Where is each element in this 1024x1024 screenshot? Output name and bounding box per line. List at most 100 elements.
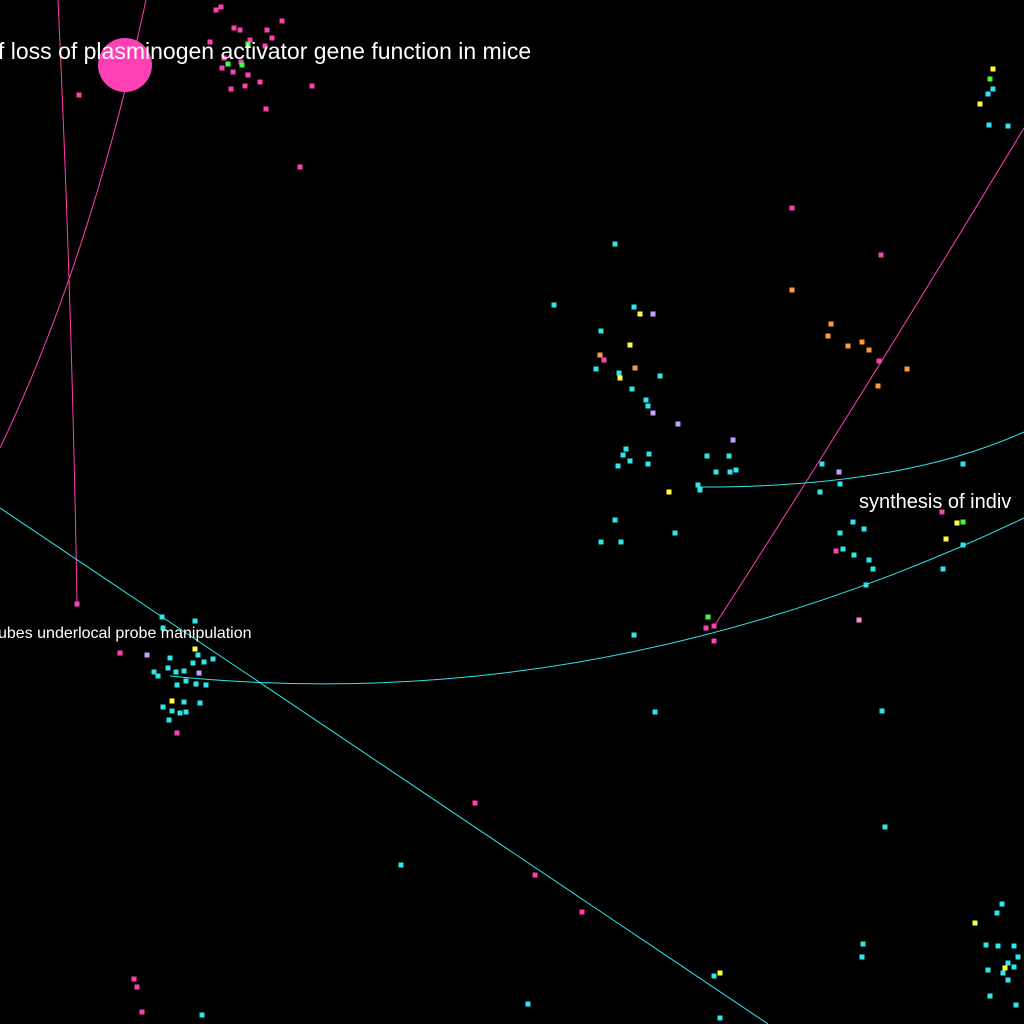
node-cyan[interactable] bbox=[882, 824, 888, 830]
node-magenta[interactable] bbox=[789, 205, 795, 211]
node-magenta[interactable] bbox=[245, 72, 251, 78]
node-orange[interactable] bbox=[825, 333, 831, 339]
node-cyan[interactable] bbox=[181, 699, 187, 705]
node-yellow[interactable] bbox=[990, 66, 996, 72]
node-pink[interactable] bbox=[856, 617, 862, 623]
node-cyan[interactable] bbox=[850, 519, 856, 525]
node-cyan[interactable] bbox=[994, 910, 1000, 916]
node-cyan[interactable] bbox=[183, 678, 189, 684]
node-cyan[interactable] bbox=[1015, 954, 1021, 960]
node-magenta[interactable] bbox=[579, 909, 585, 915]
node-cyan[interactable] bbox=[193, 681, 199, 687]
node-cyan[interactable] bbox=[1000, 970, 1006, 976]
node-orange[interactable] bbox=[875, 383, 881, 389]
node-cyan[interactable] bbox=[183, 709, 189, 715]
node-cyan[interactable] bbox=[717, 1015, 723, 1021]
node-magenta[interactable] bbox=[297, 164, 303, 170]
node-cyan[interactable] bbox=[985, 91, 991, 97]
node-yellow[interactable] bbox=[169, 698, 175, 704]
node-cyan[interactable] bbox=[990, 86, 996, 92]
node-cyan[interactable] bbox=[197, 700, 203, 706]
node-cyan[interactable] bbox=[983, 942, 989, 948]
node-yellow[interactable] bbox=[943, 536, 949, 542]
node-cyan[interactable] bbox=[819, 461, 825, 467]
node-cyan[interactable] bbox=[672, 530, 678, 536]
node-cyan[interactable] bbox=[593, 366, 599, 372]
node-cyan[interactable] bbox=[598, 328, 604, 334]
node-cyan[interactable] bbox=[851, 552, 857, 558]
node-cyan[interactable] bbox=[167, 655, 173, 661]
node-yellow[interactable] bbox=[637, 311, 643, 317]
node-cyan[interactable] bbox=[657, 373, 663, 379]
node-cyan[interactable] bbox=[1011, 964, 1017, 970]
node-yellow[interactable] bbox=[717, 970, 723, 976]
node-cyan[interactable] bbox=[837, 530, 843, 536]
node-yellow[interactable] bbox=[666, 489, 672, 495]
node-magenta[interactable] bbox=[230, 69, 236, 75]
node-green[interactable] bbox=[960, 519, 966, 525]
node-yellow[interactable] bbox=[1002, 965, 1008, 971]
node-lavender[interactable] bbox=[675, 421, 681, 427]
node-orange[interactable] bbox=[859, 339, 865, 345]
node-magenta[interactable] bbox=[231, 25, 237, 31]
node-orange[interactable] bbox=[597, 352, 603, 358]
node-cyan[interactable] bbox=[616, 370, 622, 376]
node-magenta[interactable] bbox=[219, 65, 225, 71]
node-cyan[interactable] bbox=[879, 708, 885, 714]
node-magenta[interactable] bbox=[74, 601, 80, 607]
node-lavender[interactable] bbox=[836, 469, 842, 475]
cluster-label-left[interactable]: ubes underlocal probe manipulation bbox=[0, 625, 252, 642]
node-cyan[interactable] bbox=[986, 122, 992, 128]
node-orange[interactable] bbox=[632, 365, 638, 371]
node-cyan[interactable] bbox=[181, 668, 187, 674]
node-magenta[interactable] bbox=[711, 623, 717, 629]
node-cyan[interactable] bbox=[837, 481, 843, 487]
node-magenta[interactable] bbox=[228, 86, 234, 92]
node-cyan[interactable] bbox=[861, 526, 867, 532]
node-cyan[interactable] bbox=[859, 954, 865, 960]
node-cyan[interactable] bbox=[840, 546, 846, 552]
node-magenta[interactable] bbox=[532, 872, 538, 878]
node-cyan[interactable] bbox=[160, 704, 166, 710]
node-cyan[interactable] bbox=[711, 973, 717, 979]
node-cyan[interactable] bbox=[155, 673, 161, 679]
node-cyan[interactable] bbox=[817, 489, 823, 495]
node-cyan[interactable] bbox=[166, 717, 172, 723]
node-cyan[interactable] bbox=[612, 241, 618, 247]
node-cyan[interactable] bbox=[598, 539, 604, 545]
node-cyan[interactable] bbox=[866, 557, 872, 563]
node-cyan[interactable] bbox=[627, 458, 633, 464]
node-magenta[interactable] bbox=[117, 650, 123, 656]
node-magenta[interactable] bbox=[262, 43, 268, 49]
node-cyan[interactable] bbox=[643, 397, 649, 403]
node-cyan[interactable] bbox=[645, 461, 651, 467]
node-orange[interactable] bbox=[866, 347, 872, 353]
node-cyan[interactable] bbox=[1005, 123, 1011, 129]
node-cyan[interactable] bbox=[960, 542, 966, 548]
node-cyan[interactable] bbox=[652, 709, 658, 715]
node-magenta[interactable] bbox=[174, 730, 180, 736]
cluster-label-right[interactable]: synthesis of indiv bbox=[859, 491, 1011, 513]
node-cyan[interactable] bbox=[631, 632, 637, 638]
node-magenta[interactable] bbox=[238, 59, 244, 65]
node-cyan[interactable] bbox=[713, 469, 719, 475]
node-cyan[interactable] bbox=[999, 901, 1005, 907]
node-yellow[interactable] bbox=[954, 520, 960, 526]
node-magenta[interactable] bbox=[878, 252, 884, 258]
node-cyan[interactable] bbox=[697, 487, 703, 493]
node-green[interactable] bbox=[245, 41, 251, 47]
node-magenta[interactable] bbox=[134, 984, 140, 990]
node-magenta[interactable] bbox=[711, 638, 717, 644]
node-cyan[interactable] bbox=[645, 403, 651, 409]
node-cyan[interactable] bbox=[646, 451, 652, 457]
node-green[interactable] bbox=[239, 62, 245, 68]
node-yellow[interactable] bbox=[977, 101, 983, 107]
node-cyan[interactable] bbox=[173, 669, 179, 675]
node-cyan[interactable] bbox=[960, 461, 966, 467]
node-magenta[interactable] bbox=[309, 83, 315, 89]
node-yellow[interactable] bbox=[192, 646, 198, 652]
node-cyan[interactable] bbox=[174, 682, 180, 688]
node-cyan[interactable] bbox=[169, 708, 175, 714]
node-cyan[interactable] bbox=[987, 993, 993, 999]
node-magenta[interactable] bbox=[237, 27, 243, 33]
